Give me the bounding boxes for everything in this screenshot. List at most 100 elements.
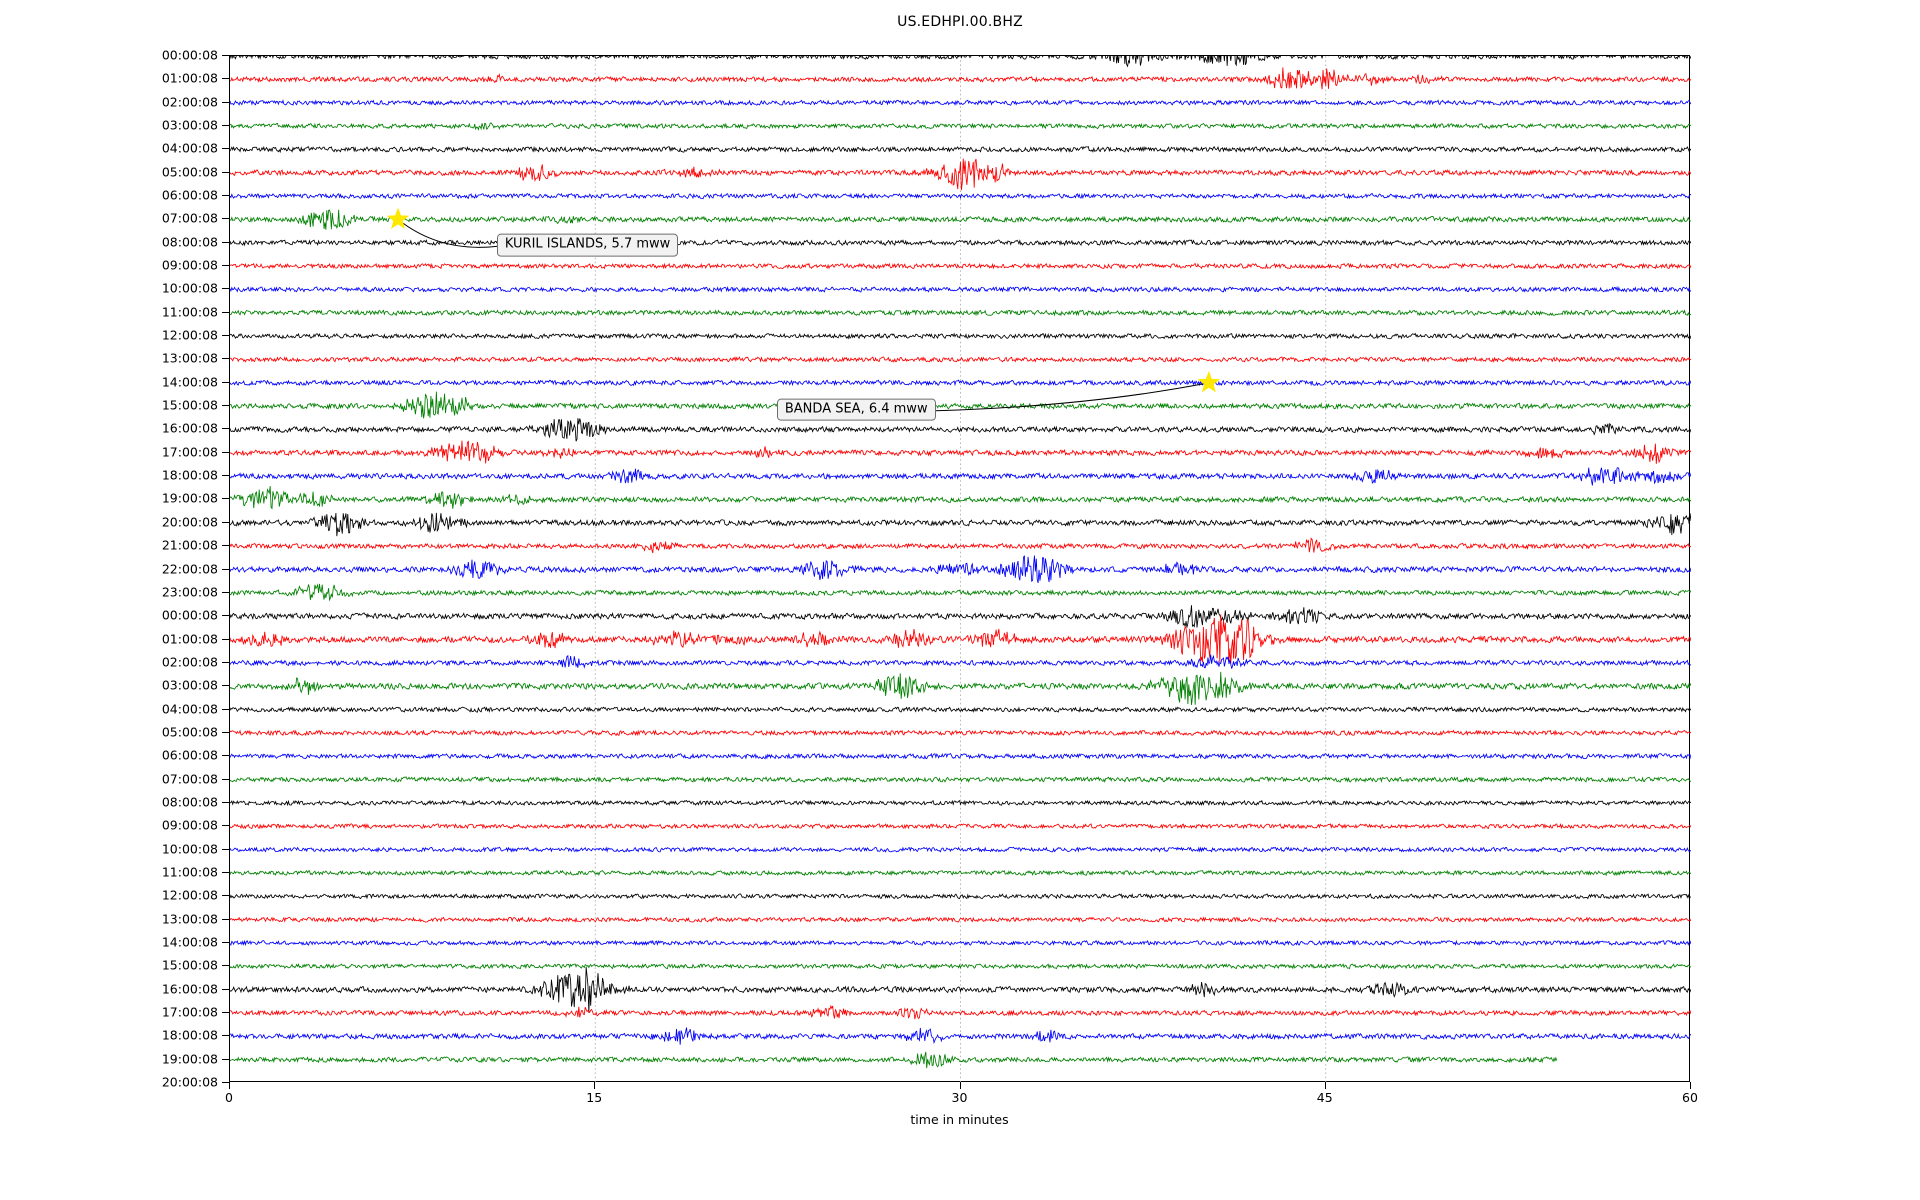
- waveform-trace: [230, 418, 1691, 442]
- y-tick-label: 13:00:08: [161, 911, 218, 927]
- y-tick-mark: [222, 568, 229, 570]
- waveform-trace: [230, 555, 1691, 584]
- waveform-trace: [230, 893, 1691, 900]
- waveform-trace: [230, 916, 1691, 923]
- y-tick-label: 19:00:08: [161, 490, 218, 506]
- waveform-trace: [230, 614, 1691, 664]
- y-tick-label: 05:00:08: [161, 164, 218, 180]
- annotation-leader-line: [397, 219, 498, 248]
- y-tick-label: 13:00:08: [161, 350, 218, 366]
- waveform-trace: [230, 379, 1691, 387]
- event-annotation-label: BANDA SEA, 6.4 mww: [776, 398, 936, 422]
- y-tick-mark: [222, 801, 229, 803]
- x-tick-label: 60: [1682, 1090, 1698, 1105]
- waveform-trace: [230, 583, 1691, 602]
- waveform-trace: [230, 239, 1691, 247]
- y-tick-mark: [222, 218, 229, 220]
- y-tick-mark: [222, 125, 229, 127]
- x-tick-mark: [1690, 1082, 1691, 1089]
- y-tick-mark: [222, 1011, 229, 1013]
- waveform-canvas: [230, 56, 1691, 1083]
- waveform-trace: [230, 966, 1691, 1013]
- waveform-trace: [230, 537, 1691, 554]
- y-tick-label: 22:00:08: [161, 561, 218, 576]
- y-tick-mark: [222, 311, 229, 313]
- waveform-trace: [230, 192, 1691, 200]
- waveform-trace: [230, 285, 1691, 293]
- x-axis-label: time in minutes: [910, 1112, 1009, 1127]
- y-tick-mark: [222, 825, 229, 827]
- y-tick-mark: [222, 708, 229, 710]
- y-tick-mark: [222, 1082, 229, 1083]
- y-tick-mark: [222, 55, 229, 56]
- y-tick-label: 19:00:08: [161, 1051, 218, 1067]
- waveform-trace: [230, 486, 1691, 510]
- y-tick-mark: [222, 1035, 229, 1037]
- waveform-trace: [230, 1051, 1558, 1069]
- waveform-trace: [230, 262, 1691, 270]
- y-tick-label: 12:00:08: [161, 327, 218, 343]
- x-tick-label: 15: [586, 1090, 603, 1105]
- waveform-trace: [230, 729, 1691, 737]
- waveform-trace: [230, 654, 1691, 669]
- waveform-trace: [230, 869, 1691, 877]
- y-tick-mark: [222, 148, 229, 150]
- waveform-trace: [230, 671, 1691, 706]
- x-tick-mark: [1324, 1082, 1326, 1089]
- waveform-trace: [230, 752, 1691, 760]
- y-tick-label: 02:00:08: [161, 654, 218, 670]
- y-tick-mark: [222, 405, 229, 407]
- y-tick-mark: [222, 848, 229, 850]
- y-tick-label: 06:00:08: [161, 747, 218, 763]
- y-tick-mark: [222, 195, 229, 197]
- y-tick-label: 01:00:08: [161, 70, 218, 86]
- y-tick-label: 10:00:08: [161, 280, 218, 296]
- x-tick-label: 0: [225, 1090, 233, 1105]
- y-tick-label: 03:00:08: [161, 117, 218, 133]
- waveform-trace: [230, 440, 1691, 464]
- y-tick-mark: [222, 871, 229, 873]
- x-tick-mark: [594, 1082, 596, 1089]
- x-tick-mark: [959, 1082, 961, 1089]
- y-tick-mark: [222, 685, 229, 687]
- y-tick-label: 18:00:08: [161, 1027, 218, 1043]
- y-tick-mark: [222, 941, 229, 943]
- y-tick-label: 02:00:08: [161, 94, 218, 110]
- y-tick-mark: [222, 661, 229, 663]
- y-tick-label: 23:00:08: [161, 584, 218, 600]
- y-tick-mark: [222, 545, 229, 547]
- y-tick-label: 08:00:08: [161, 794, 218, 810]
- x-tick-label: 45: [1316, 1090, 1333, 1105]
- y-tick-label: 16:00:08: [161, 420, 218, 436]
- y-tick-label: 04:00:08: [161, 140, 218, 156]
- y-tick-label: 07:00:08: [161, 210, 218, 226]
- y-tick-mark: [222, 451, 229, 453]
- y-tick-label: 00:00:08: [161, 47, 218, 63]
- y-tick-label: 14:00:08: [161, 374, 218, 390]
- y-tick-mark: [222, 638, 229, 640]
- y-tick-label: 15:00:08: [161, 397, 218, 413]
- waveform-trace: [230, 846, 1691, 853]
- waveform-trace: [230, 799, 1691, 807]
- plot-area: [229, 55, 1691, 1083]
- waveform-trace: [230, 605, 1691, 628]
- y-tick-label: 04:00:08: [161, 701, 218, 717]
- y-tick-mark: [222, 1058, 229, 1060]
- y-tick-label: 07:00:08: [161, 771, 218, 787]
- x-tick-mark: [229, 1082, 230, 1089]
- y-tick-mark: [222, 755, 229, 757]
- y-tick-mark: [222, 78, 229, 80]
- y-tick-label: 03:00:08: [161, 677, 218, 693]
- y-tick-mark: [222, 895, 229, 897]
- waveform-trace: [230, 776, 1691, 783]
- y-tick-label: 17:00:08: [161, 444, 218, 460]
- waveform-trace: [230, 158, 1691, 191]
- waveform-trace: [230, 67, 1691, 90]
- y-tick-label: 17:00:08: [161, 1004, 218, 1020]
- y-tick-mark: [222, 381, 229, 383]
- y-tick-label: 06:00:08: [161, 187, 218, 203]
- page-title: US.EDHPI.00.BHZ: [897, 14, 1023, 30]
- waveform-trace: [230, 332, 1691, 340]
- y-tick-mark: [222, 615, 229, 617]
